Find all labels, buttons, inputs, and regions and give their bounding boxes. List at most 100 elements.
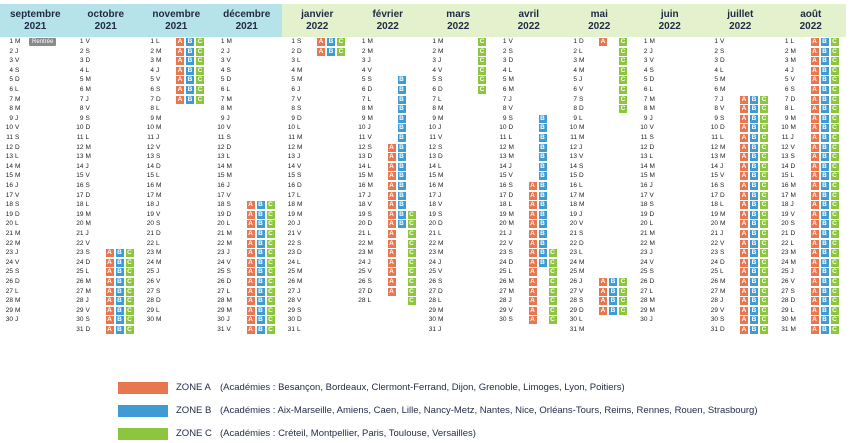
holiday-zone-c: C bbox=[760, 114, 768, 123]
day-number: 9 bbox=[150, 114, 154, 122]
day-letter: M bbox=[15, 297, 21, 305]
day-row: 14 D bbox=[779, 163, 846, 171]
day-row: 23 S bbox=[708, 249, 775, 257]
holiday-zone-b: B bbox=[750, 143, 758, 152]
day-row: 29 M bbox=[638, 307, 705, 315]
day-row: 28 M bbox=[3, 297, 70, 305]
day-row: 17 V bbox=[3, 192, 70, 200]
holiday-zone-c: C bbox=[830, 297, 839, 306]
day-letter: M bbox=[297, 66, 303, 74]
day-letter: S bbox=[367, 210, 372, 218]
holiday-zone-c: C bbox=[830, 47, 839, 56]
day-number: 15 bbox=[569, 172, 577, 180]
holiday-zone-c: C bbox=[760, 162, 768, 171]
holiday-zone-b: B bbox=[820, 114, 829, 123]
holiday-zone-c: C bbox=[619, 287, 627, 296]
day-number: 30 bbox=[710, 316, 718, 324]
day-letter: D bbox=[15, 143, 20, 151]
holiday-zone-b: B bbox=[820, 105, 829, 114]
day-letter: V bbox=[720, 38, 725, 45]
holiday-zone-b: B bbox=[115, 249, 124, 258]
holiday-zone-b: B bbox=[750, 191, 758, 200]
day-letter: V bbox=[156, 210, 161, 218]
day-letter: D bbox=[85, 326, 91, 333]
holiday-zone-a: A bbox=[387, 220, 396, 229]
day-number: 2 bbox=[432, 47, 436, 55]
day-letter: J bbox=[579, 143, 583, 151]
holiday-zone-b: B bbox=[397, 86, 406, 94]
holiday-zone-a: A bbox=[740, 326, 748, 334]
day-row: 28 V bbox=[285, 297, 352, 305]
day-row: 10 D bbox=[497, 124, 564, 132]
day-number: 1 bbox=[79, 38, 84, 45]
day-number: 6 bbox=[432, 86, 436, 93]
day-row: 20 D bbox=[426, 220, 493, 228]
holiday-zone-b: B bbox=[820, 210, 829, 219]
holiday-zone-c: C bbox=[266, 249, 275, 258]
day-number: 1 bbox=[291, 38, 295, 45]
holiday-zone-b: B bbox=[820, 249, 829, 258]
holiday-zone-b: B bbox=[538, 143, 547, 152]
day-letter: D bbox=[720, 258, 725, 266]
holiday-zone-c: C bbox=[760, 143, 768, 152]
day-row: 14 D bbox=[144, 163, 211, 171]
day-number: 8 bbox=[643, 105, 648, 113]
legend-swatch bbox=[118, 405, 168, 417]
holiday-zone-b: B bbox=[820, 239, 829, 248]
holiday-zone-a: A bbox=[740, 210, 748, 219]
day-row: 20 L bbox=[638, 220, 705, 228]
day-letter: L bbox=[579, 47, 583, 55]
day-row: 31 D bbox=[74, 326, 141, 334]
day-letter: M bbox=[367, 249, 373, 257]
day-row: 12 M bbox=[74, 144, 141, 152]
day-row: 18 V bbox=[426, 201, 493, 209]
holiday-zone-c: C bbox=[619, 278, 627, 286]
holiday-zone-a: A bbox=[105, 287, 114, 296]
day-letter: M bbox=[720, 86, 726, 93]
day-letter: S bbox=[367, 76, 372, 84]
day-row: 12 J bbox=[567, 144, 634, 152]
day-number: 30 bbox=[5, 316, 13, 324]
month-name: janvier bbox=[301, 8, 334, 20]
holiday-zone-c: C bbox=[125, 278, 134, 286]
day-number: 21 bbox=[710, 230, 718, 237]
day-letter: J bbox=[790, 201, 794, 209]
day-number: 21 bbox=[5, 230, 13, 237]
day-number: 30 bbox=[287, 316, 295, 324]
day-row: 22 V bbox=[708, 240, 775, 248]
day-letter: L bbox=[438, 162, 442, 170]
day-letter: J bbox=[85, 230, 89, 237]
holiday-zone-a: A bbox=[317, 47, 325, 56]
day-row: 17 V bbox=[215, 192, 282, 200]
day-row: 14 S bbox=[567, 163, 634, 171]
day-letter: L bbox=[579, 182, 583, 189]
holiday-zone-c: C bbox=[407, 210, 416, 219]
day-row: 23 J bbox=[215, 249, 282, 257]
day-letter: M bbox=[790, 114, 796, 122]
day-row: 29 M bbox=[3, 307, 70, 315]
day-row: 23 S bbox=[497, 249, 564, 257]
day-number: 20 bbox=[569, 220, 577, 228]
day-number: 30 bbox=[569, 316, 577, 324]
day-letter: L bbox=[649, 220, 654, 228]
day-row: 26 M bbox=[497, 278, 564, 286]
month-header: août 2022 bbox=[775, 4, 846, 37]
day-number: 25 bbox=[5, 268, 13, 276]
day-number: 16 bbox=[428, 182, 436, 189]
holiday-zone-b: B bbox=[538, 153, 547, 162]
holiday-zone-b: B bbox=[538, 124, 547, 133]
day-row: 15 M bbox=[3, 172, 70, 180]
day-row: 15 L bbox=[144, 172, 211, 180]
month-name: septembre bbox=[9, 8, 61, 20]
day-number: 11 bbox=[76, 134, 84, 141]
day-row: 21 J bbox=[74, 230, 141, 238]
day-number: 8 bbox=[9, 105, 13, 113]
day-row: 25 S bbox=[638, 268, 705, 276]
holiday-zone-c: C bbox=[760, 249, 768, 258]
day-number: 7 bbox=[291, 95, 295, 103]
day-number: 16 bbox=[76, 182, 84, 189]
